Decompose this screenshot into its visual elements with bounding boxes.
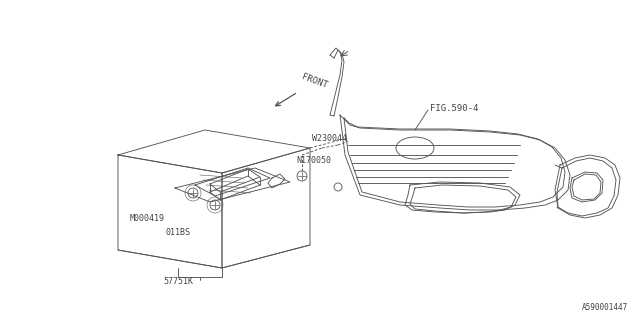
Text: N170050: N170050 xyxy=(296,156,331,164)
Text: W230044: W230044 xyxy=(312,133,347,142)
Text: FRONT: FRONT xyxy=(300,72,328,90)
Text: M000419: M000419 xyxy=(130,213,165,222)
Text: A590001447: A590001447 xyxy=(582,303,628,312)
Text: 011BS: 011BS xyxy=(165,228,190,236)
Text: FIG.590-4: FIG.590-4 xyxy=(430,103,478,113)
Text: 57751K: 57751K xyxy=(163,277,193,286)
